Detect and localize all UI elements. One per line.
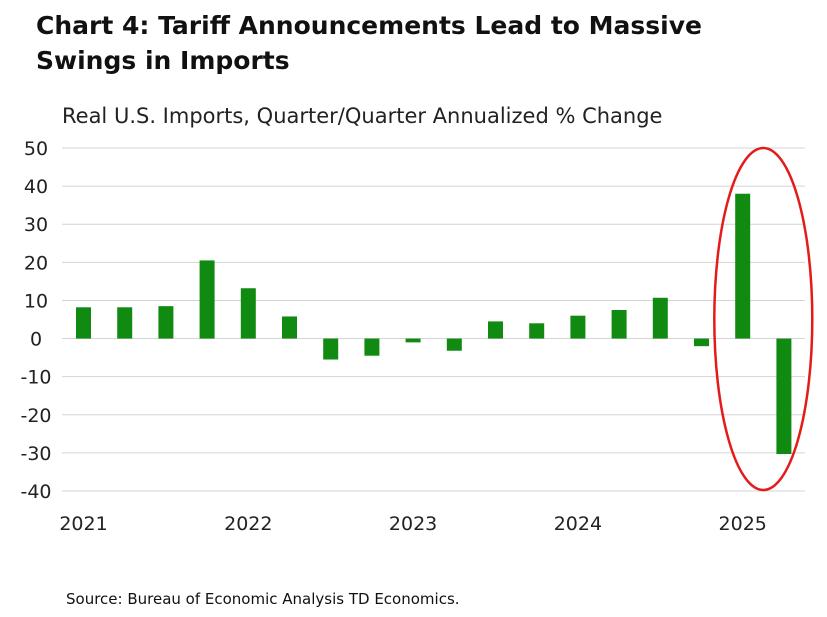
gridlines — [62, 147, 805, 492]
bar — [776, 338, 792, 455]
x-axis-ticks: 2021 2022 2023 2024 2025 — [59, 513, 767, 535]
source-note: Source: Bureau of Economic Analysis TD E… — [66, 590, 460, 608]
y-tick-label: -30 — [20, 443, 51, 465]
bar — [694, 338, 709, 347]
y-axis-ticks: 50 40 30 20 10 0 -10 -20 -30 -40 — [20, 138, 51, 503]
y-tick-label: 20 — [24, 252, 48, 274]
bar — [199, 260, 215, 339]
y-tick-label: 40 — [24, 176, 48, 198]
bar — [735, 193, 751, 339]
y-tick-label: -20 — [20, 405, 51, 427]
bar — [652, 297, 668, 339]
x-tick-label: 2024 — [554, 513, 602, 535]
bar — [611, 309, 627, 339]
bar — [364, 338, 380, 356]
bar — [158, 306, 174, 339]
bar — [76, 307, 91, 339]
bar — [529, 323, 545, 339]
highlight-ellipse — [713, 146, 814, 492]
highlight-layer — [713, 146, 814, 492]
bar — [570, 315, 586, 339]
bar — [117, 307, 133, 339]
x-tick-label: 2022 — [224, 513, 272, 535]
bar — [282, 316, 297, 339]
chart-subtitle: Real U.S. Imports, Quarter/Quarter Annua… — [62, 104, 663, 128]
x-tick-label: 2023 — [389, 513, 437, 535]
bar — [446, 338, 462, 351]
y-tick-label: 50 — [24, 138, 48, 160]
x-tick-label: 2021 — [59, 513, 107, 535]
bars — [76, 193, 792, 455]
y-tick-label: -40 — [20, 481, 51, 503]
y-tick-label: -10 — [20, 367, 51, 389]
bar — [405, 338, 421, 343]
bar — [488, 321, 503, 339]
y-tick-label: 10 — [24, 290, 48, 312]
chart-title: Chart 4: Tariff Announcements Lead to Ma… — [36, 11, 702, 75]
bar — [323, 338, 339, 360]
y-tick-label: 30 — [24, 214, 48, 236]
y-tick-label: 0 — [30, 329, 42, 351]
bar — [240, 288, 256, 339]
x-tick-label: 2025 — [719, 513, 767, 535]
